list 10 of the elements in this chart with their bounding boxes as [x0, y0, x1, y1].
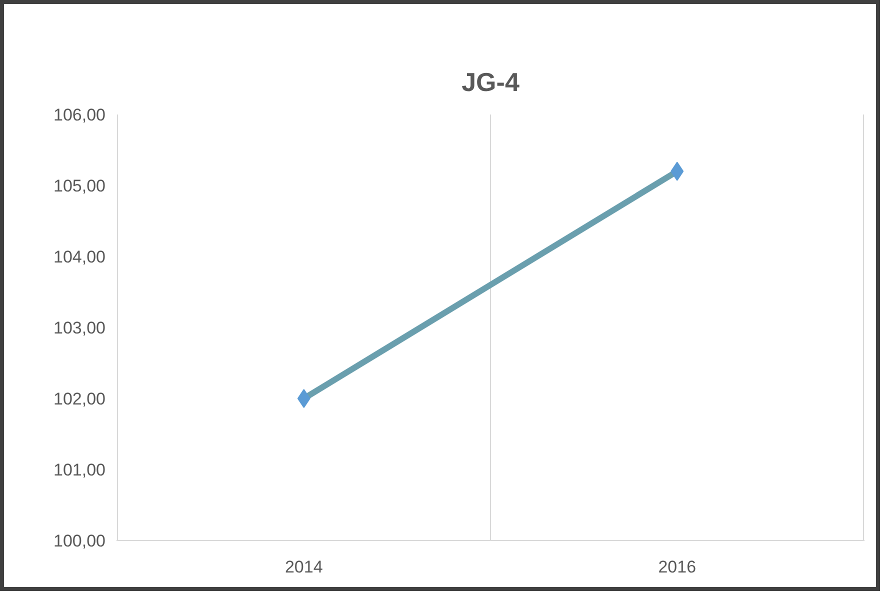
- y-tick-label: 104,00: [54, 248, 106, 266]
- y-tick-label: 106,00: [54, 106, 106, 124]
- y-tick-label: 103,00: [54, 318, 106, 338]
- y-tick-label: 100,00: [54, 532, 106, 550]
- x-tick-label: 2014: [284, 558, 323, 576]
- x-tick-label: 2016: [658, 558, 696, 576]
- y-tick-label: 102,00: [54, 390, 106, 408]
- y-tick-label: 101,00: [54, 460, 106, 480]
- chart-title: JG-4: [462, 67, 520, 97]
- y-tick-label: 105,00: [54, 176, 106, 196]
